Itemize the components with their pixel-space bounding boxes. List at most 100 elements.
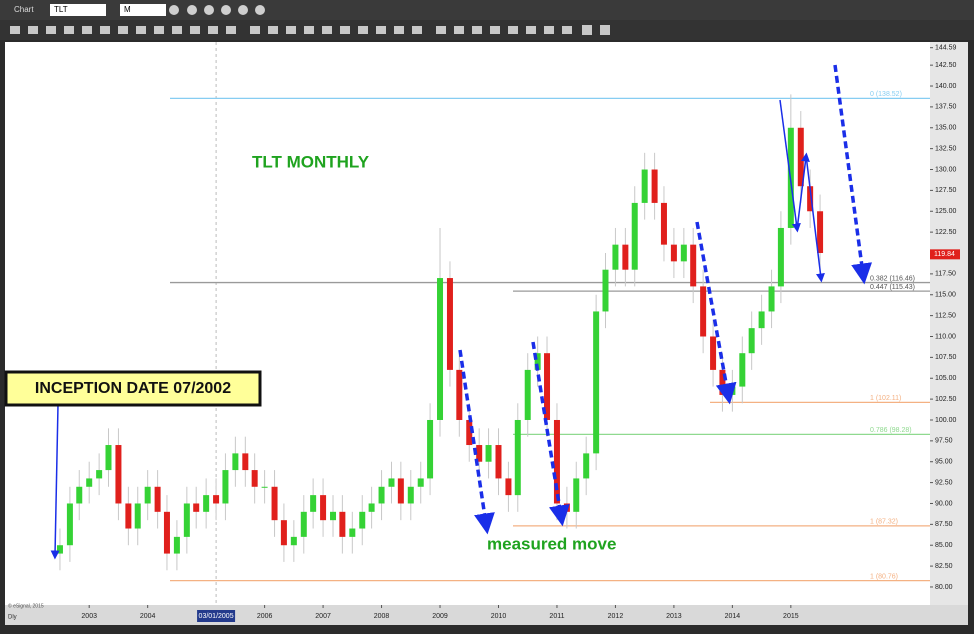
- candle-body: [193, 503, 200, 512]
- candle-body: [349, 528, 356, 537]
- candle-body: [495, 445, 502, 479]
- fib-level-label: 1 (87.32): [870, 519, 898, 526]
- x-tick-label: 2004: [140, 613, 156, 620]
- swing-arrows: [779, 99, 825, 283]
- candle-body: [446, 278, 453, 370]
- candle-body: [388, 478, 395, 487]
- candle-body: [271, 486, 278, 521]
- candle-body: [222, 470, 229, 504]
- candle-body: [154, 486, 161, 512]
- candle-body: [622, 244, 629, 270]
- y-tick-label: 102.50: [935, 396, 957, 403]
- x-tick-label: 2006: [257, 613, 273, 620]
- y-tick-label: 85.00: [935, 542, 953, 549]
- candle-body: [339, 511, 346, 537]
- footer-interval: Dly: [8, 615, 17, 621]
- candle-body: [320, 495, 327, 521]
- candle-body: [359, 511, 366, 529]
- annotations: TLT MONTHLY INCEPTION DATE 07/2002 measu…: [4, 64, 873, 560]
- candle-body: [105, 445, 112, 471]
- title-bar: [0, 0, 974, 20]
- candle-body: [748, 328, 755, 354]
- y-tick-label: 130.00: [935, 166, 957, 173]
- candle-body: [163, 511, 170, 554]
- candle-body: [729, 386, 736, 395]
- candle-body: [524, 369, 531, 420]
- price-axis: [930, 42, 968, 605]
- candle-body: [300, 511, 307, 537]
- y-tick-label: 110.00: [935, 333, 956, 340]
- copyright: © eSignal, 2015: [8, 602, 44, 609]
- y-tick-label: 140.00: [935, 83, 957, 90]
- candle-body: [242, 453, 249, 471]
- candle-body: [612, 244, 619, 270]
- candle-body: [476, 445, 483, 462]
- candle-body: [602, 269, 609, 312]
- candle-body: [768, 286, 775, 312]
- fib-level-label: 0.447 (115.43): [870, 284, 915, 291]
- candle-body: [203, 495, 210, 512]
- candle-body: [573, 478, 580, 512]
- y-tick-label: 117.50: [935, 271, 956, 278]
- symbol-box[interactable]: [50, 4, 106, 16]
- candle-body: [739, 353, 746, 387]
- time-axis: [5, 605, 968, 625]
- candle-body: [251, 470, 258, 487]
- candle-body: [56, 545, 63, 554]
- y-tick-label: 82.50: [935, 563, 953, 570]
- candle-body: [76, 486, 83, 504]
- interval-box[interactable]: [120, 4, 166, 16]
- candle-body: [710, 336, 717, 370]
- candle-body: [397, 478, 404, 504]
- candle-body: [86, 478, 93, 487]
- toolbar-icons[interactable]: [10, 25, 610, 35]
- x-tick-label: 2003: [81, 613, 97, 620]
- x-tick-label: 2010: [491, 613, 507, 620]
- candle-body: [466, 419, 473, 446]
- y-tick-label: 90.00: [935, 500, 953, 507]
- x-tick-label: 03/01/2005: [199, 613, 234, 620]
- interval[interactable]: M: [124, 5, 131, 14]
- candle-body: [280, 520, 287, 546]
- candle-body: [670, 244, 677, 262]
- candle-body: [534, 353, 541, 370]
- candle-body: [427, 419, 434, 479]
- y-tick-label: 105.00: [935, 375, 957, 382]
- candle-body: [797, 127, 804, 187]
- candle-body: [115, 445, 122, 504]
- y-tick-label: 142.50: [935, 62, 957, 69]
- candle-body: [485, 445, 492, 462]
- candle-body: [183, 503, 190, 537]
- candle-body: [173, 536, 180, 554]
- y-tick-label: 127.50: [935, 187, 957, 194]
- candle-body: [66, 503, 73, 546]
- x-tick-label: 2009: [432, 613, 448, 620]
- y-tick-label: 87.50: [935, 521, 953, 528]
- candle-body: [690, 244, 697, 287]
- x-tick-label: 2013: [666, 613, 682, 620]
- candle-body: [134, 503, 141, 529]
- x-tick-label: 2007: [315, 613, 331, 620]
- candle-body: [330, 511, 337, 521]
- candle-body: [758, 311, 765, 329]
- candle-body: [807, 186, 814, 212]
- toolbar-top[interactable]: [169, 5, 265, 15]
- dashed-arrows: [458, 64, 873, 535]
- candle-body: [544, 353, 551, 420]
- x-tick-label: 2012: [608, 613, 624, 620]
- inception-label: INCEPTION DATE 07/2002: [35, 380, 231, 397]
- y-tick-label: 97.50: [935, 438, 953, 445]
- fib-level-label: 0 (138.52): [870, 91, 902, 98]
- last-price-label: 119.84: [934, 251, 955, 258]
- candle-body: [125, 503, 132, 529]
- y-tick-label: 122.50: [935, 229, 957, 236]
- candle-body: [631, 202, 638, 270]
- y-tick-label: 112.50: [935, 312, 956, 319]
- y-tick-label: 80.00: [935, 584, 953, 591]
- symbol[interactable]: TLT: [54, 5, 68, 14]
- candle-body: [817, 211, 824, 254]
- inception-box: [4, 370, 262, 407]
- candle-body: [553, 419, 560, 504]
- candle-body: [514, 419, 521, 496]
